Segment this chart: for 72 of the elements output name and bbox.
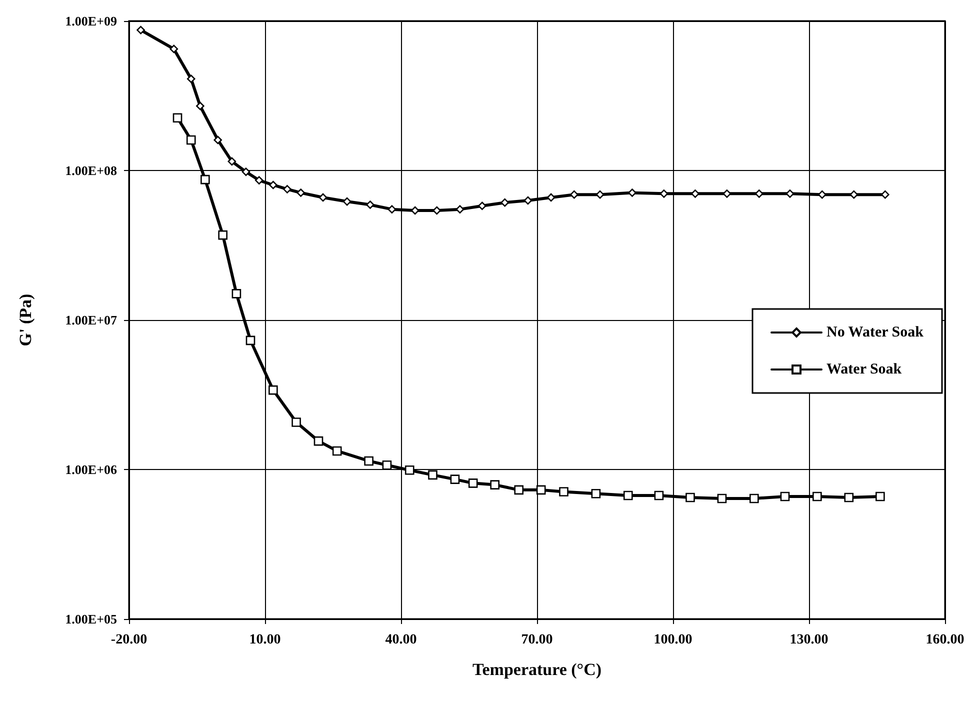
x-tick-label: 10.00 [249, 632, 281, 648]
x-tick-label: 40.00 [385, 632, 417, 648]
point [382, 460, 392, 470]
legend-label: No Water Soak [826, 324, 924, 340]
point [717, 494, 727, 504]
point [812, 492, 822, 502]
point [844, 492, 854, 502]
point [686, 492, 695, 502]
point [628, 188, 636, 197]
point [332, 446, 342, 456]
point [559, 487, 568, 496]
point [228, 157, 236, 166]
point [186, 74, 196, 84]
y-tick-label: 1.00E+09 [65, 14, 118, 28]
point [749, 494, 759, 504]
point [246, 336, 256, 346]
point [200, 174, 210, 184]
point [428, 470, 438, 480]
point [591, 488, 601, 498]
point [478, 202, 486, 210]
point [218, 230, 228, 240]
point [691, 190, 700, 198]
point [254, 176, 264, 184]
point [596, 190, 604, 199]
y-tick-label: 1.00E+06 [65, 462, 118, 477]
x-tick-label: 160.00 [926, 632, 964, 648]
y-axis-title: G' (Pa) [16, 294, 35, 346]
point [242, 168, 250, 176]
x-tick-label: 100.00 [654, 632, 692, 648]
point [268, 385, 278, 395]
point [172, 113, 182, 122]
point [388, 205, 396, 214]
point [570, 190, 578, 199]
y-tick-label: 1.00E+05 [65, 612, 118, 626]
y-tick-label: 1.00E+08 [65, 163, 118, 178]
point [500, 198, 509, 207]
point [186, 135, 196, 145]
point [623, 490, 633, 500]
point [786, 190, 794, 198]
point [881, 190, 890, 199]
point [364, 456, 374, 466]
point [292, 418, 301, 427]
point [136, 26, 145, 34]
point [524, 196, 532, 205]
point [314, 436, 324, 446]
point [536, 485, 546, 495]
point [450, 474, 460, 484]
x-tick-label: -20.00 [110, 632, 148, 648]
point [654, 490, 664, 500]
legend-label: Water Soak [826, 362, 902, 378]
y-tick-label: 1.00E+07 [65, 312, 118, 328]
point [366, 200, 374, 209]
point [546, 193, 556, 202]
x-tick-label: 70.00 [521, 632, 553, 648]
point [283, 185, 292, 194]
point [404, 466, 414, 475]
point [468, 478, 478, 488]
point [876, 492, 885, 502]
point [780, 492, 790, 502]
point [214, 136, 222, 144]
x-axis-title: Temperature (°C) [472, 660, 602, 679]
point [296, 188, 305, 197]
point [196, 102, 204, 110]
point [456, 205, 464, 214]
point [514, 485, 524, 495]
x-tick-label: 130.00 [790, 632, 828, 648]
point [342, 197, 352, 206]
point [269, 180, 278, 190]
point [318, 193, 328, 202]
point [490, 480, 500, 490]
point [232, 289, 242, 298]
point [170, 44, 178, 54]
